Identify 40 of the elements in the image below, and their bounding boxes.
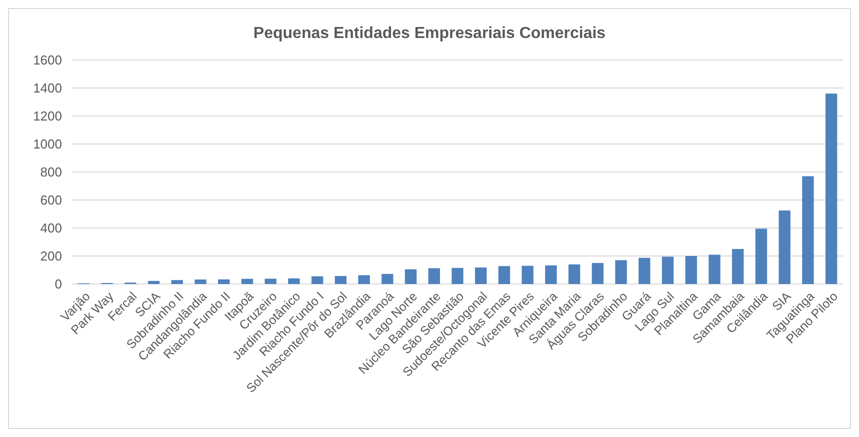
y-tick-label: 200	[40, 248, 62, 264]
bar	[708, 254, 720, 284]
bar	[778, 210, 790, 284]
bar	[358, 275, 370, 284]
bar	[382, 274, 394, 284]
bar	[241, 278, 254, 284]
bar	[288, 278, 300, 284]
bar	[662, 256, 674, 284]
bar	[218, 279, 230, 284]
y-tick-label: 0	[54, 276, 62, 292]
bar	[685, 256, 697, 284]
bar	[148, 280, 160, 284]
bar	[498, 266, 510, 284]
bar	[264, 278, 276, 284]
bar	[615, 260, 627, 284]
y-tick-label: 800	[40, 164, 62, 180]
y-tick-label: 600	[40, 192, 62, 208]
y-tick-label: 1200	[33, 108, 62, 124]
chart-title: Pequenas Entidades Empresariais Comerciais	[253, 25, 606, 42]
bar	[475, 267, 487, 284]
bar	[568, 264, 580, 284]
y-tick-label: 1000	[33, 136, 62, 152]
bar	[825, 94, 838, 284]
bar	[171, 280, 183, 284]
bar	[545, 265, 557, 284]
bar	[732, 249, 744, 284]
bar	[428, 268, 440, 284]
bar	[755, 228, 768, 284]
bar	[452, 268, 464, 284]
bar	[592, 263, 604, 284]
y-tick-label: 1600	[33, 52, 62, 68]
bar	[802, 176, 814, 284]
bar	[522, 266, 534, 284]
bar	[638, 258, 650, 284]
y-tick-label: 400	[40, 220, 62, 236]
bar	[311, 276, 324, 284]
y-tick-label: 1400	[33, 80, 62, 96]
bar	[334, 276, 347, 284]
bar	[404, 269, 417, 284]
bar	[194, 280, 206, 284]
